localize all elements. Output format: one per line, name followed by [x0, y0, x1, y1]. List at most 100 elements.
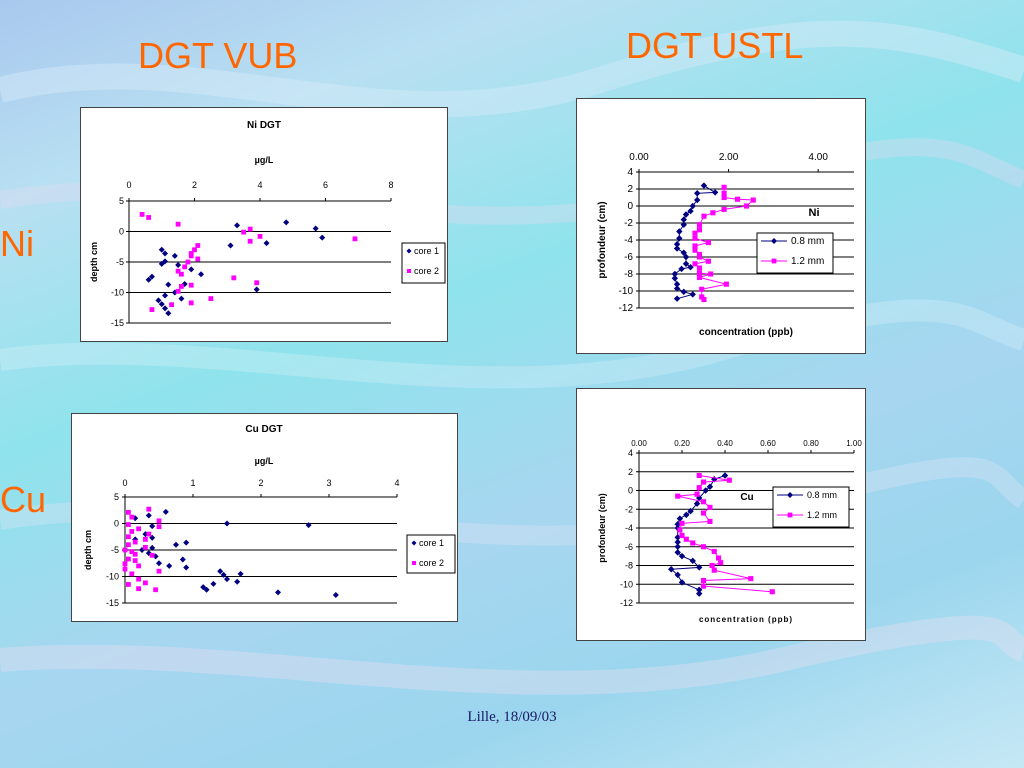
data-point	[237, 570, 244, 577]
x-tick-label: 1	[190, 478, 195, 488]
data-point	[734, 196, 741, 202]
footer-date: Lille, 18/09/03	[467, 709, 557, 725]
y-axis-label: profondeur (cm)	[597, 493, 607, 563]
data-point	[126, 582, 131, 587]
x-tick-label: 3	[326, 478, 331, 488]
data-point	[692, 243, 698, 249]
data-point	[705, 239, 711, 246]
y-tick-label: -5	[116, 257, 124, 267]
data-point	[122, 547, 128, 553]
data-point	[166, 562, 173, 569]
data-point	[696, 222, 703, 228]
data-point	[156, 524, 162, 530]
data-point	[195, 243, 201, 248]
series-core-2	[122, 506, 162, 593]
x-tick-label: 0.00	[631, 439, 647, 448]
x-tick-label: 0	[122, 478, 127, 488]
x-tick-label: 1.00	[846, 439, 862, 448]
data-point	[711, 548, 717, 554]
data-point	[711, 189, 719, 196]
data-point	[198, 271, 205, 278]
data-point	[143, 537, 148, 542]
series-line	[677, 475, 773, 593]
row-label-ni: Ni	[0, 223, 34, 264]
heading-dgt-ustl: DGT USTL	[626, 25, 804, 66]
y-tick-label: 2	[628, 467, 633, 477]
data-point	[234, 578, 241, 585]
data-point	[676, 228, 683, 235]
data-point	[179, 271, 184, 277]
x-tick-label: 0.00	[629, 152, 649, 163]
legend-marker	[406, 248, 412, 254]
x-tick-label: 2.00	[719, 152, 739, 163]
series-core-1	[132, 508, 339, 599]
data-point	[678, 552, 686, 560]
data-point	[165, 281, 172, 288]
legend-label: 0.8 mm	[791, 236, 824, 247]
data-point	[275, 589, 281, 596]
data-point	[675, 493, 681, 499]
data-point	[674, 543, 681, 550]
data-point	[711, 476, 718, 483]
data-point	[700, 510, 707, 516]
data-point	[700, 479, 707, 485]
data-point	[178, 295, 185, 302]
y-tick-label: -15	[111, 318, 124, 328]
data-point	[122, 561, 128, 567]
data-point	[689, 557, 696, 565]
data-point	[162, 508, 169, 515]
chart-title: Ni DGT	[247, 120, 281, 131]
data-point	[696, 227, 703, 233]
data-point	[129, 549, 135, 554]
legend: core 1 core 2	[406, 534, 456, 574]
x-tick-label: 2	[192, 180, 197, 190]
data-point	[169, 302, 174, 308]
x-tick-label: 0	[126, 180, 131, 190]
y-axis-label: depth cm	[83, 530, 93, 570]
data-point	[158, 246, 165, 253]
y-tick-label: 4	[627, 167, 633, 178]
data-point	[674, 534, 681, 541]
x-tick-label: 2	[258, 478, 263, 488]
data-point	[148, 273, 155, 280]
data-point	[676, 515, 684, 522]
data-point	[710, 210, 716, 216]
data-point	[678, 579, 686, 586]
data-point	[143, 580, 148, 586]
chart-title: Cu DGT	[245, 424, 282, 435]
data-point	[352, 236, 358, 242]
x-tick-label: 4	[394, 478, 399, 488]
data-point	[769, 589, 775, 595]
y-tick-label: -4	[625, 523, 633, 533]
data-point	[700, 583, 707, 589]
data-point	[707, 504, 713, 510]
data-point	[158, 301, 165, 308]
data-point	[188, 300, 194, 306]
data-point	[696, 586, 703, 594]
y-tick-label: -15	[106, 598, 119, 608]
data-point	[126, 556, 131, 562]
data-point	[694, 491, 700, 497]
data-point	[139, 212, 145, 217]
data-point	[136, 563, 141, 569]
data-point	[673, 245, 681, 252]
data-point	[705, 258, 711, 264]
data-point	[679, 520, 685, 526]
data-point	[674, 521, 681, 528]
data-point	[674, 538, 681, 546]
data-point	[224, 576, 230, 583]
data-point	[220, 571, 227, 578]
data-point	[146, 215, 152, 220]
data-point	[175, 268, 181, 274]
data-point	[129, 529, 135, 534]
data-point	[156, 568, 162, 574]
x-tick-label: 0.40	[717, 439, 733, 448]
data-point	[683, 511, 690, 519]
data-point	[152, 553, 159, 560]
data-point	[254, 280, 260, 286]
data-point	[673, 295, 681, 302]
data-point	[188, 282, 194, 288]
data-point	[721, 184, 727, 190]
legend-label: 1.2 mm	[807, 510, 837, 520]
data-point	[707, 518, 713, 524]
